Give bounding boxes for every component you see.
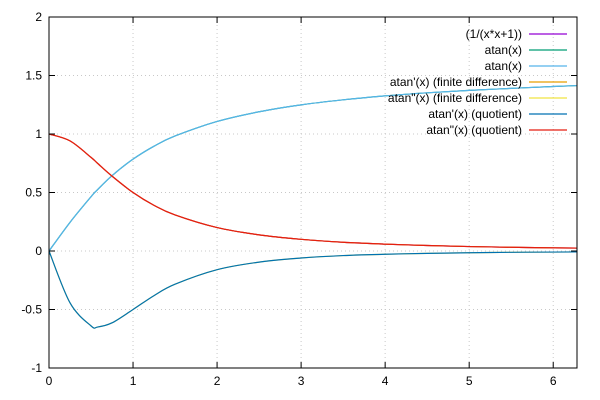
legend-item: (1/(x*x+1)) xyxy=(466,27,567,41)
x-tick-label: 0 xyxy=(46,374,53,388)
x-tick-label: 1 xyxy=(130,374,137,388)
legend-label: (1/(x*x+1)) xyxy=(466,27,522,41)
tick-layer: 0 1 2 3 4 5 6 -1 -0.5 0 0.5 1 1.5 2 xyxy=(21,10,577,388)
legend-item: atan"(x) (quotient) xyxy=(426,123,567,137)
x-tick-label: 2 xyxy=(214,374,221,388)
legend-label: atan"(x) (quotient) xyxy=(426,123,522,137)
legend-item: atan(x) xyxy=(485,59,567,73)
y-tick-label: 1 xyxy=(35,127,42,141)
series-line-0 xyxy=(48,133,578,249)
legend: (1/(x*x+1)) atan(x) atan(x) atan'(x) (finit… xyxy=(388,27,567,137)
y-tick-label: -0.5 xyxy=(21,303,42,317)
series-line-2 xyxy=(48,84,578,252)
legend-item: atan(x) xyxy=(485,43,567,57)
series-line-3 xyxy=(48,133,578,249)
series-line-5 xyxy=(48,250,578,329)
y-tick-label: 0.5 xyxy=(25,186,42,200)
legend-item: atan'(x) (finite difference) xyxy=(390,75,567,89)
x-tick-label: 5 xyxy=(466,374,473,388)
legend-item: atan'(x) (quotient) xyxy=(428,107,567,121)
y-tick-label: -1 xyxy=(31,361,42,375)
legend-label: atan(x) xyxy=(485,59,522,73)
y-tick-label: 2 xyxy=(35,10,42,24)
legend-label: atan'(x) (finite difference) xyxy=(390,75,522,89)
series-layer xyxy=(48,84,578,329)
x-tick-label: 6 xyxy=(550,374,557,388)
legend-label: atan(x) xyxy=(485,43,522,57)
legend-label: atan'(x) (quotient) xyxy=(428,107,522,121)
y-tick-label: 0 xyxy=(35,244,42,258)
series-line-6 xyxy=(48,133,578,249)
grid-layer xyxy=(49,17,577,368)
y-tick-label: 1.5 xyxy=(25,69,42,83)
legend-label: atan"(x) (finite difference) xyxy=(388,91,522,105)
series-line-4 xyxy=(48,250,578,329)
x-tick-label: 3 xyxy=(298,374,305,388)
legend-item: atan"(x) (finite difference) xyxy=(388,91,567,105)
x-tick-label: 4 xyxy=(382,374,389,388)
